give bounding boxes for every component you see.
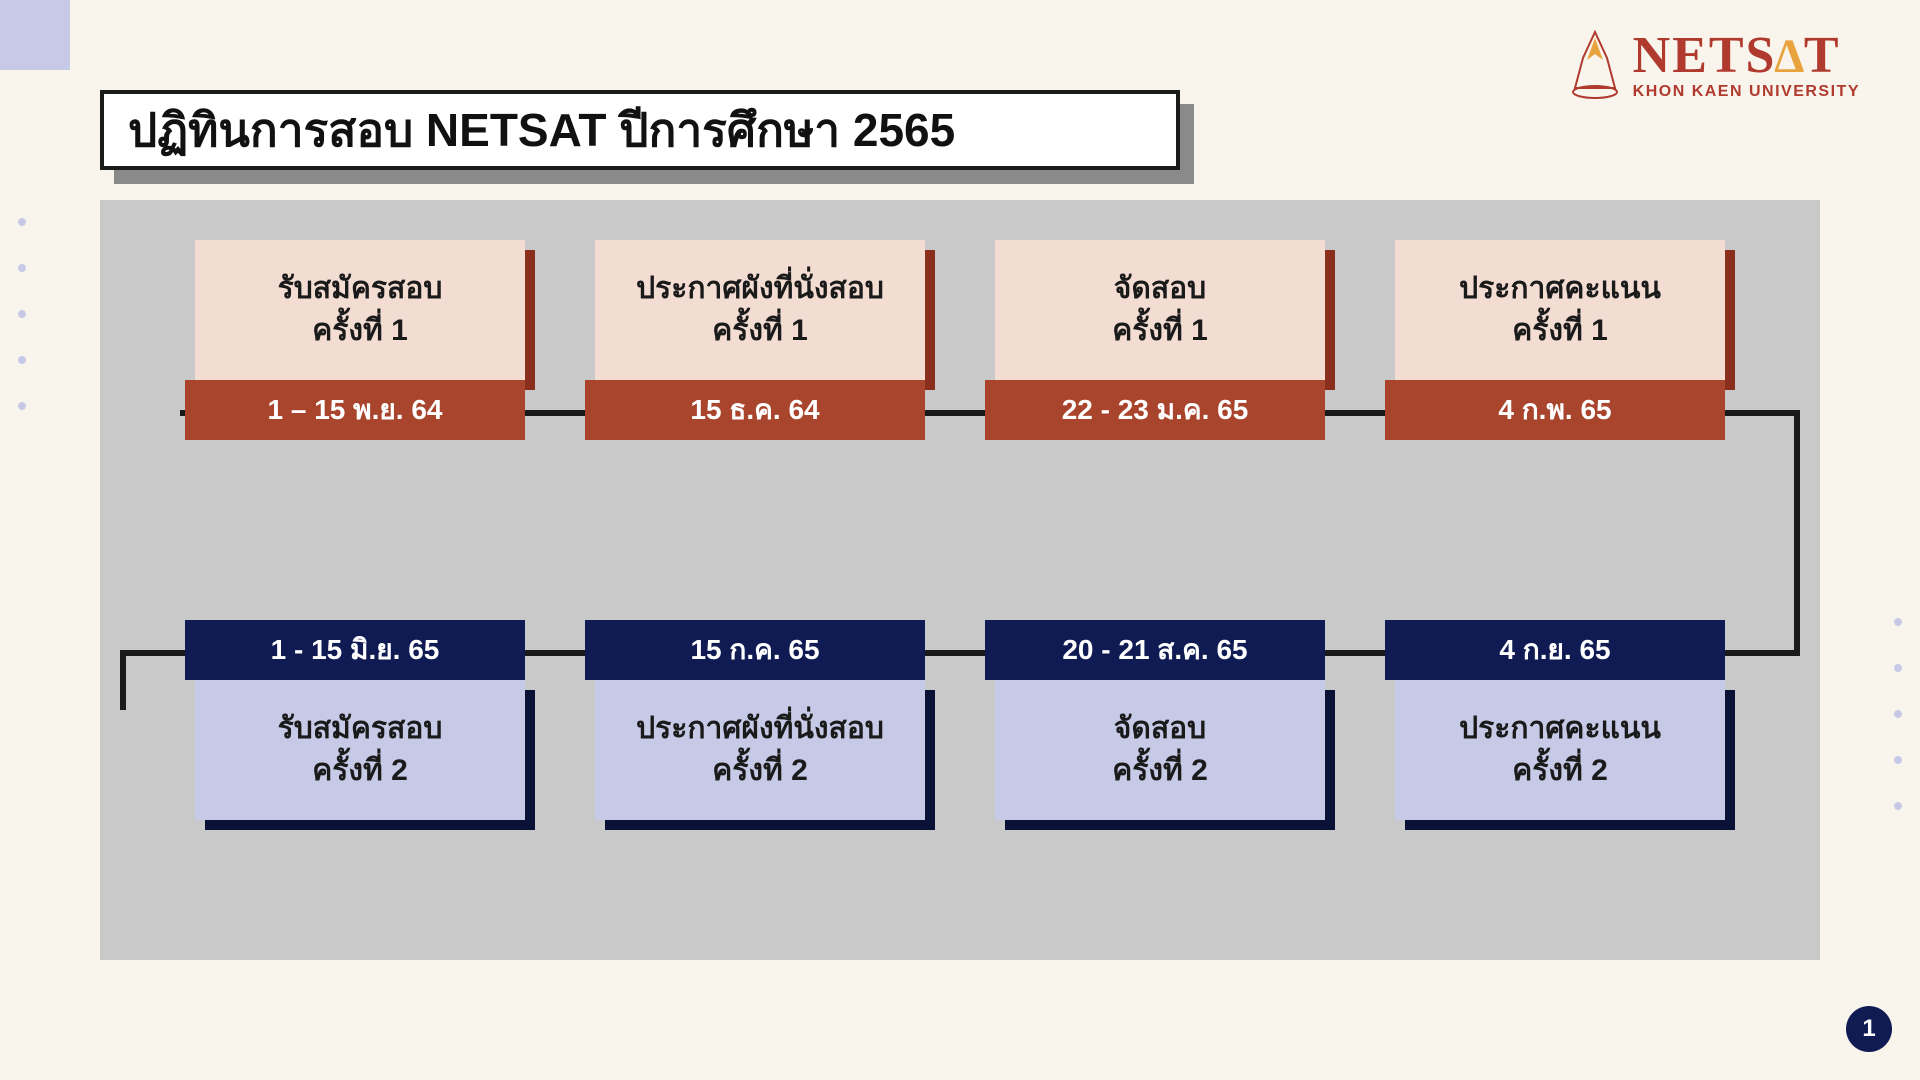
- page-number-badge: 1: [1846, 1006, 1892, 1052]
- decorative-dots-right: [1894, 580, 1902, 848]
- logo-subtitle: KHON KAEN UNIVERSITY: [1633, 84, 1860, 100]
- card-label-line1: ประกาศผังที่นั่งสอบ: [636, 708, 884, 750]
- card-label: ประกาศคะแนน ครั้งที่ 2: [1395, 680, 1725, 820]
- timeline-row-2: 1 - 15 มิ.ย. 65 รับสมัครสอบ ครั้งที่ 2 1…: [100, 620, 1820, 820]
- card-label-line2: ครั้งที่ 1: [312, 310, 408, 352]
- page-number: 1: [1862, 1015, 1875, 1043]
- card-label-line2: ครั้งที่ 2: [312, 750, 408, 792]
- card-label-line2: ครั้งที่ 2: [1112, 750, 1208, 792]
- card-date: 15 ก.ค. 65: [585, 620, 925, 680]
- decorative-dots-left: [18, 180, 26, 448]
- card-label: รับสมัครสอบ ครั้งที่ 1: [195, 240, 525, 380]
- card-label-line1: รับสมัครสอบ: [278, 268, 443, 310]
- card-date: 1 – 15 พ.ย. 64: [185, 380, 525, 440]
- card-label-line2: ครั้งที่ 1: [712, 310, 808, 352]
- university-emblem-icon: [1567, 30, 1623, 100]
- card-label: จัดสอบ ครั้งที่ 1: [995, 240, 1325, 380]
- timeline-card: จัดสอบ ครั้งที่ 1 22 - 23 ม.ค. 65: [995, 240, 1325, 440]
- card-label: จัดสอบ ครั้งที่ 2: [995, 680, 1325, 820]
- card-date-text: 22 - 23 ม.ค. 65: [1062, 388, 1249, 432]
- card-date-text: 4 ก.ย. 65: [1499, 628, 1610, 672]
- timeline-card: 15 ก.ค. 65 ประกาศผังที่นั่งสอบ ครั้งที่ …: [595, 620, 925, 820]
- card-label: รับสมัครสอบ ครั้งที่ 2: [195, 680, 525, 820]
- connector-line: [1794, 410, 1800, 650]
- card-label-line1: รับสมัครสอบ: [278, 708, 443, 750]
- timeline-card: 4 ก.ย. 65 ประกาศคะแนน ครั้งที่ 2: [1395, 620, 1725, 820]
- card-date-text: 4 ก.พ. 65: [1498, 388, 1611, 432]
- card-label-line2: ครั้งที่ 2: [1512, 750, 1608, 792]
- timeline-card: ประกาศผังที่นั่งสอบ ครั้งที่ 1 15 ธ.ค. 6…: [595, 240, 925, 440]
- card-label: ประกาศผังที่นั่งสอบ ครั้งที่ 1: [595, 240, 925, 380]
- card-date-text: 1 - 15 มิ.ย. 65: [271, 628, 440, 672]
- card-label: ประกาศคะแนน ครั้งที่ 1: [1395, 240, 1725, 380]
- card-label-line2: ครั้งที่ 1: [1512, 310, 1608, 352]
- card-label-line1: ประกาศคะแนน: [1459, 268, 1661, 310]
- page-title: ปฏิทินการสอบ NETSAT ปีการศึกษา 2565: [128, 94, 955, 167]
- page-title-container: ปฏิทินการสอบ NETSAT ปีการศึกษา 2565: [100, 90, 1180, 170]
- timeline-panel: รับสมัครสอบ ครั้งที่ 1 1 – 15 พ.ย. 64 ปร…: [100, 200, 1820, 960]
- card-label-line1: ประกาศคะแนน: [1459, 708, 1661, 750]
- logo: NETS∆T KHON KAEN UNIVERSITY: [1567, 30, 1860, 100]
- card-date: 4 ก.ย. 65: [1385, 620, 1725, 680]
- card-label-line1: จัดสอบ: [1114, 708, 1206, 750]
- card-label-line2: ครั้งที่ 2: [712, 750, 808, 792]
- timeline-row-1: รับสมัครสอบ ครั้งที่ 1 1 – 15 พ.ย. 64 ปร…: [100, 240, 1820, 440]
- card-date: 1 - 15 มิ.ย. 65: [185, 620, 525, 680]
- logo-text: NETS∆T KHON KAEN UNIVERSITY: [1633, 30, 1860, 100]
- card-label-line1: จัดสอบ: [1114, 268, 1206, 310]
- corner-accent: [0, 0, 70, 70]
- card-date-text: 15 ก.ค. 65: [690, 628, 819, 672]
- card-date-text: 1 – 15 พ.ย. 64: [268, 388, 443, 432]
- card-label-line1: ประกาศผังที่นั่งสอบ: [636, 268, 884, 310]
- card-label-line2: ครั้งที่ 1: [1112, 310, 1208, 352]
- card-date: 22 - 23 ม.ค. 65: [985, 380, 1325, 440]
- card-date-text: 20 - 21 ส.ค. 65: [1062, 628, 1247, 672]
- logo-brand: NETS∆T: [1633, 30, 1860, 82]
- title-box: ปฏิทินการสอบ NETSAT ปีการศึกษา 2565: [100, 90, 1180, 170]
- card-label: ประกาศผังที่นั่งสอบ ครั้งที่ 2: [595, 680, 925, 820]
- card-date: 15 ธ.ค. 64: [585, 380, 925, 440]
- card-date: 20 - 21 ส.ค. 65: [985, 620, 1325, 680]
- card-date: 4 ก.พ. 65: [1385, 380, 1725, 440]
- timeline-card: 20 - 21 ส.ค. 65 จัดสอบ ครั้งที่ 2: [995, 620, 1325, 820]
- timeline-card: 1 - 15 มิ.ย. 65 รับสมัครสอบ ครั้งที่ 2: [195, 620, 525, 820]
- timeline-card: รับสมัครสอบ ครั้งที่ 1 1 – 15 พ.ย. 64: [195, 240, 525, 440]
- timeline-card: ประกาศคะแนน ครั้งที่ 1 4 ก.พ. 65: [1395, 240, 1725, 440]
- card-date-text: 15 ธ.ค. 64: [690, 388, 819, 432]
